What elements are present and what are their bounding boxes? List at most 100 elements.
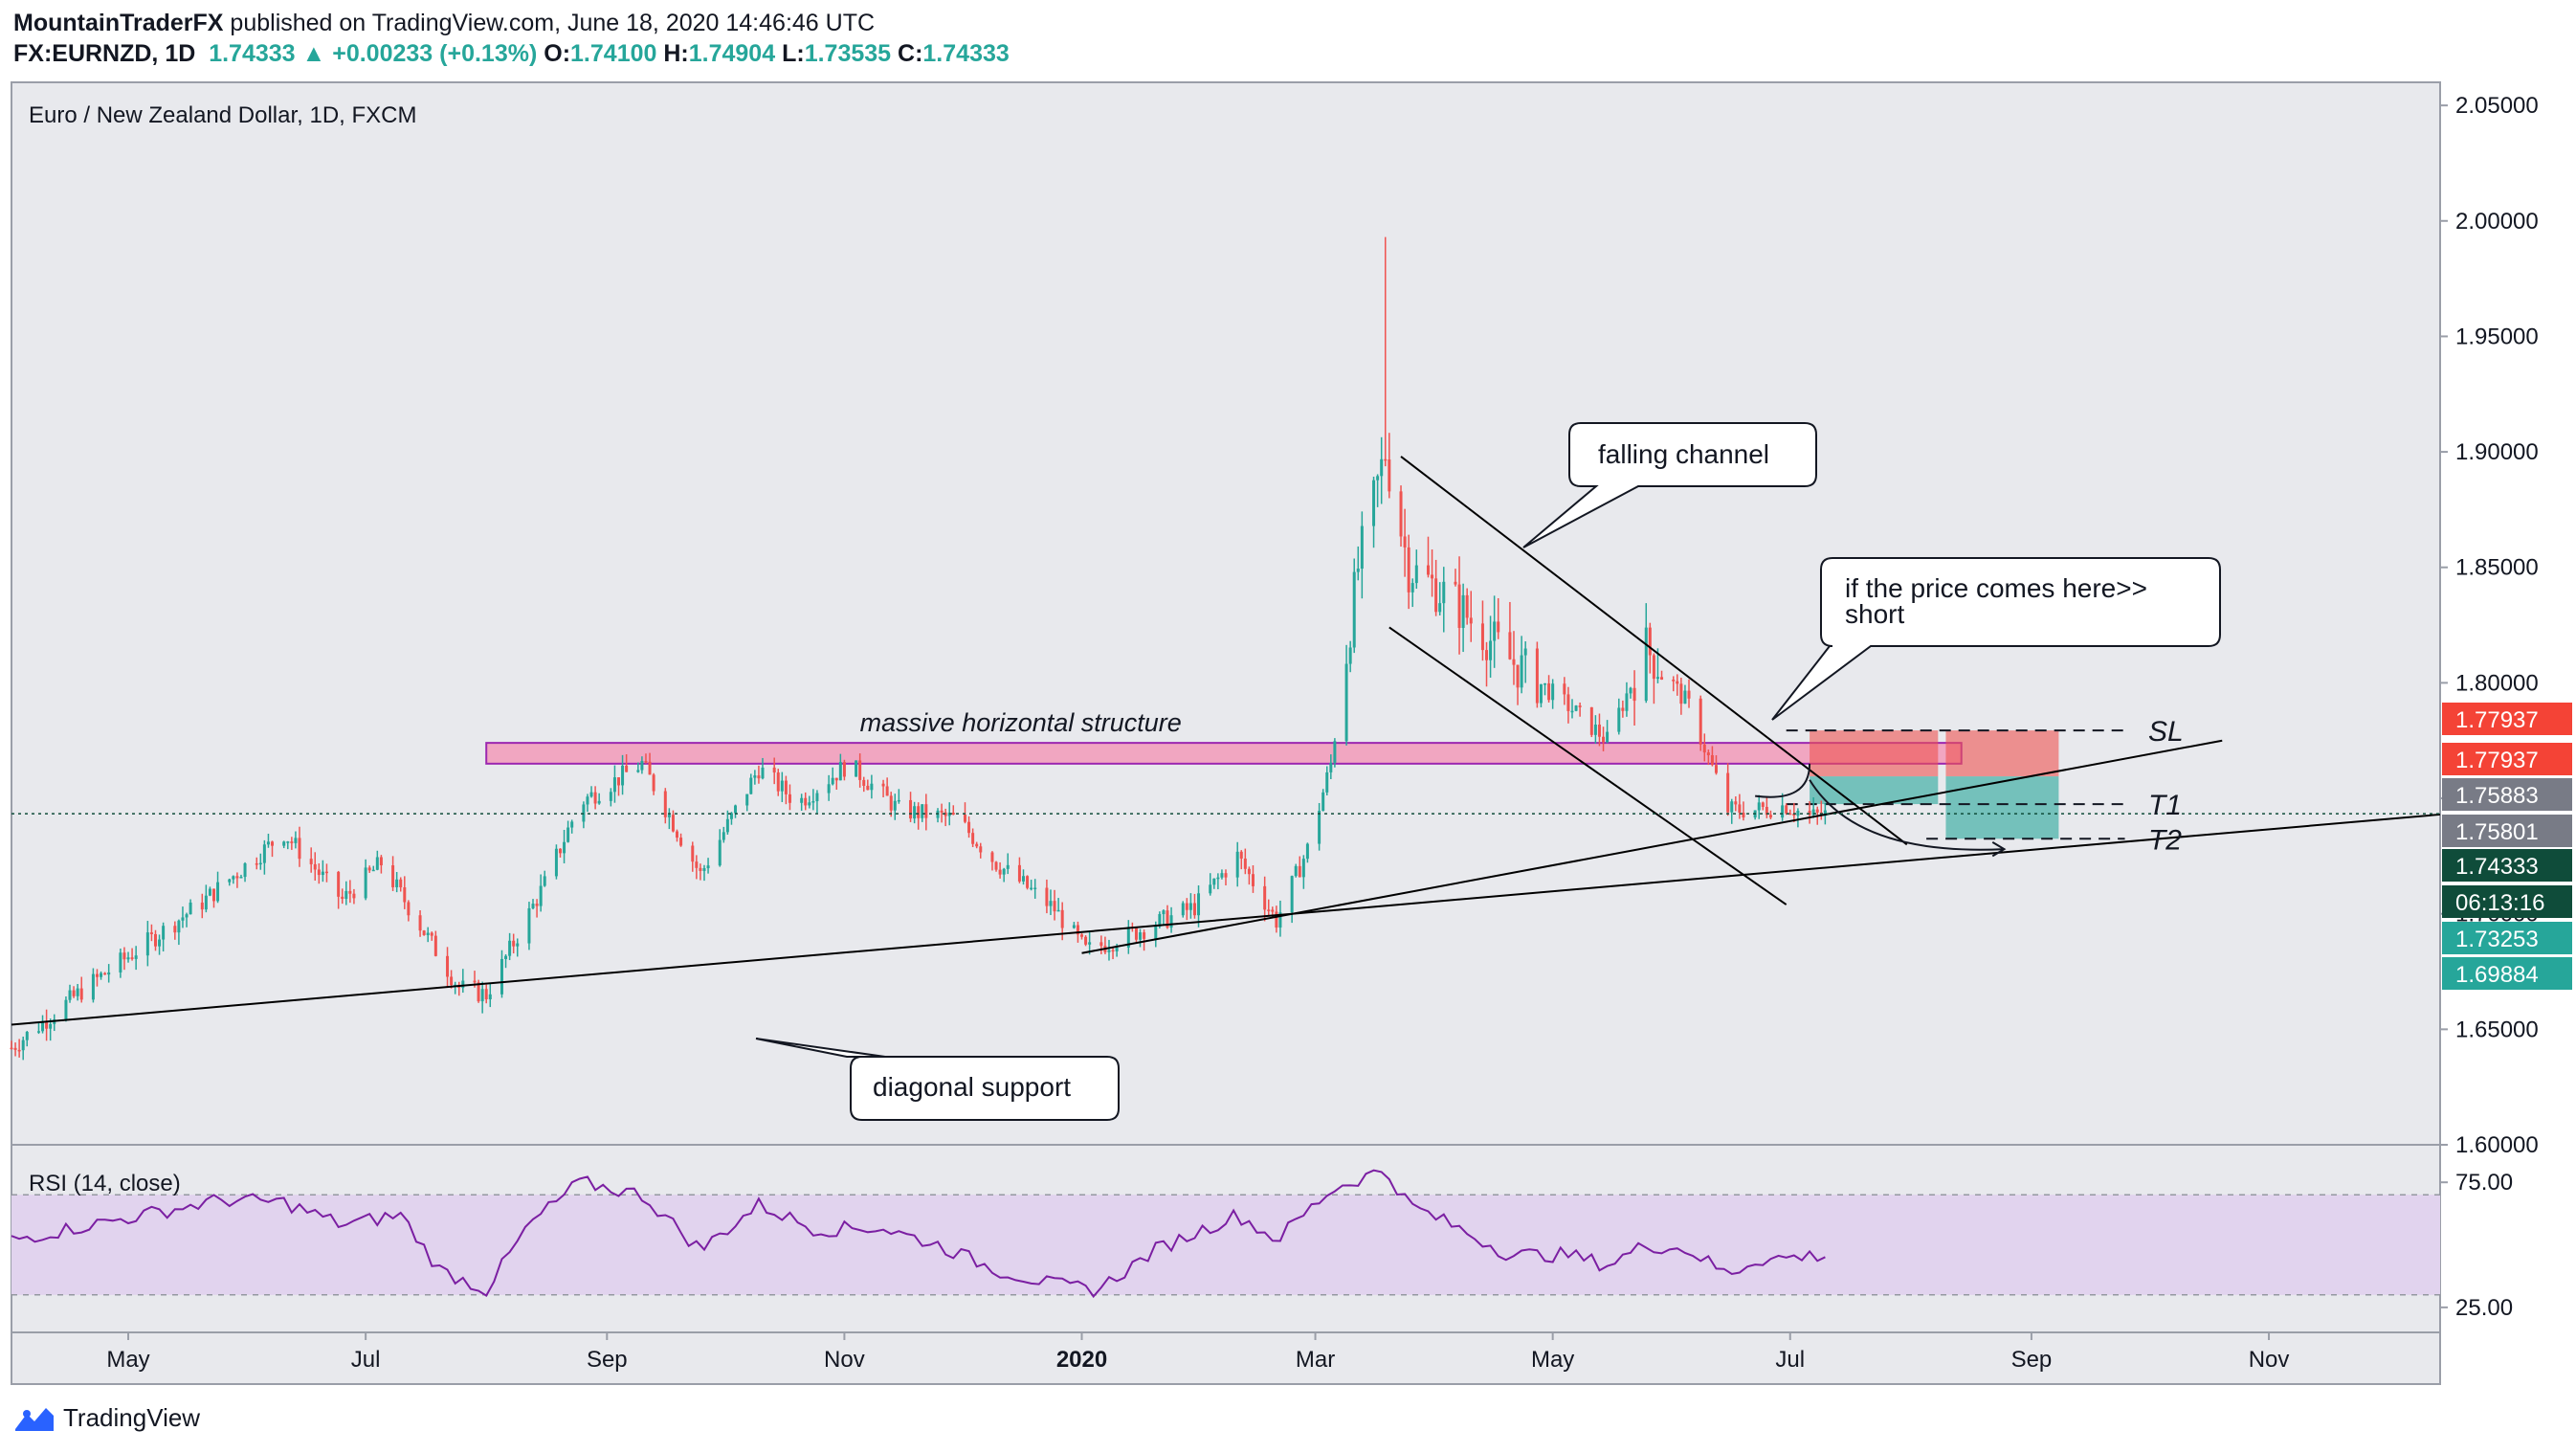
time-tick-label: Nov [2249,1347,2290,1373]
candle-body [1271,909,1275,912]
tradingview-footer[interactable]: TradingView [13,1403,200,1433]
candle-body [1212,878,1216,885]
candle-body [893,800,897,811]
candle-body [1224,873,1228,878]
candle-body [258,862,262,865]
candle-body [718,839,722,866]
price-tick-label: 1.80000 [2455,670,2539,696]
candle-body [1442,581,1446,604]
candle-body [68,990,72,1000]
candle-body [504,955,508,959]
candle-body [1060,909,1064,928]
candle-body [1589,706,1593,735]
callout-falling-channel-text: falling channel [1598,439,1769,469]
candle-body [1765,806,1768,816]
candle-body [173,926,177,933]
candle-body [1602,736,1606,743]
candle-body [162,926,166,940]
candle-body [1002,868,1006,875]
candle-body [663,791,667,817]
candle-body [1290,876,1294,913]
candle-body [1597,724,1601,737]
candle-body [1333,741,1337,763]
price-change: +0.00233 (+0.13%) [332,40,538,67]
candle-body [426,932,430,935]
candle-body [1493,621,1497,641]
candle-body [1321,792,1325,812]
candle-body [1263,885,1267,910]
candle-body [800,797,804,803]
candle-body [122,952,126,960]
price-label-box [2442,703,2572,735]
candle-body [1781,805,1785,818]
candle-body [1811,809,1815,816]
candle-body [235,876,239,879]
callout-falling-channel[interactable]: falling channel [1522,422,1817,548]
candle-body [103,972,107,975]
low-value: 1.73535 [804,40,892,67]
candle-body [403,887,407,903]
candle-body [317,869,321,876]
candle-body [1239,851,1243,859]
price-label-box [2442,849,2572,882]
symbol-label[interactable]: FX:EURNZD, 1D [13,40,196,67]
price-label-box [2442,815,2572,847]
candle-body [889,795,893,811]
candle-body [757,775,761,779]
candle-body [208,888,211,896]
price-label-text: 1.73253 [2455,927,2539,952]
candle-body [232,876,235,880]
candle-body [1523,648,1527,656]
candle-body [749,777,753,794]
publisher-name[interactable]: MountainTraderFX [13,10,224,36]
price-label-box [2442,885,2572,918]
candle-body [998,869,1002,875]
candle-body [858,760,862,780]
candle-body [204,895,208,910]
horizontal-structure-zone [485,742,1963,765]
candle-body [1652,655,1655,680]
candle-body [897,799,900,802]
callout-short-line1: if the price comes here>> [1845,573,2147,603]
candle-body [543,876,546,886]
candle-body [1734,801,1738,805]
trend-lines [11,456,2441,1026]
candle-body [706,865,710,869]
candle-body [145,932,149,956]
price-label-box [2442,778,2572,811]
candle-body [158,939,162,947]
candle-body [1053,901,1056,912]
callout-short-entry[interactable]: if the price comes here>> short [1771,557,2221,721]
candle-body [399,879,403,888]
candle-body [461,980,465,989]
reward-box-1 [1810,776,1939,805]
candle-body [1768,815,1772,818]
candle-body [1181,903,1185,916]
candle-body [671,815,675,832]
candle-body [508,940,512,956]
time-tick-label: Nov [824,1347,865,1373]
chart-title: Euro / New Zealand Dollar, 1D, FXCM [29,102,416,128]
candle-body [593,792,597,804]
candle-body [36,1031,40,1033]
candle-body [379,857,383,866]
candle-body [1512,659,1516,665]
risk-box-1 [1810,730,1939,777]
candle-body [344,890,348,900]
candle-body [1243,858,1247,869]
candle-body [430,932,433,936]
candle-body [294,838,298,843]
callout-diagonal-support[interactable]: diagonal support [755,1038,1120,1121]
candle-body [95,973,99,977]
symbol-ohlc-bar: FX:EURNZD, 1D 1.74333 ▲ +0.00233 (+0.13%… [13,40,1010,68]
candle-body [1247,868,1251,875]
candle-body [1410,583,1414,592]
candle-body [1497,621,1500,633]
callout-diagonal-support-text: diagonal support [873,1072,1071,1102]
candle-body [913,806,917,819]
price-label-box [2442,957,2572,990]
candle-body [1489,640,1493,660]
channel-upper-line [1400,456,1908,846]
structure-zone-rect [485,742,1963,765]
